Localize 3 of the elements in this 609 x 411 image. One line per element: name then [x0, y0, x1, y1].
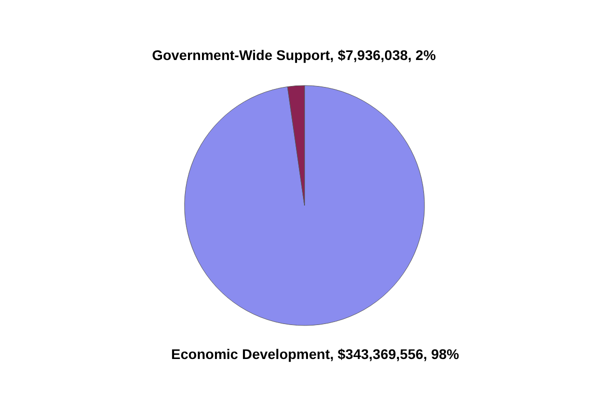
pie-slice — [184, 85, 425, 326]
slice-label: Economic Development, $343,369,556, 98% — [171, 346, 460, 362]
slice-label: Government-Wide Support, $7,936,038, 2% — [152, 46, 436, 63]
